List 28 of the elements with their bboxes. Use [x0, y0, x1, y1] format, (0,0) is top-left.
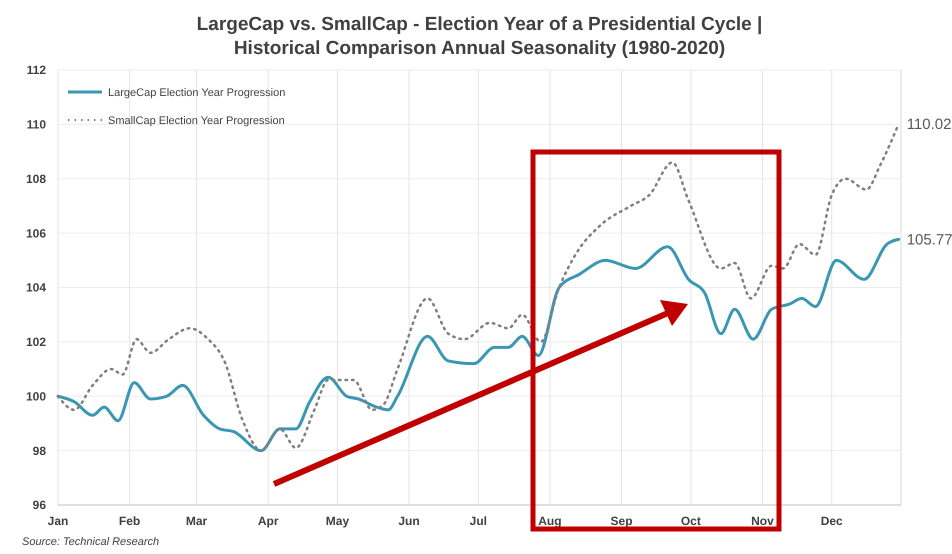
x-tick-label: Oct [680, 514, 701, 528]
legend-label: LargeCap Election Year Progression [108, 86, 286, 99]
legend-label: SmallCap Election Year Progression [108, 114, 285, 127]
source-note: Source: Technical Research [22, 536, 160, 548]
annotation: 105.77 [906, 232, 952, 249]
x-tick-label: Nov [751, 514, 774, 528]
x-tick-label: Jul [470, 514, 488, 528]
x-tick-label: Jan [48, 514, 68, 528]
x-tick-label: Feb [118, 514, 140, 528]
x-tick-label: Apr [258, 514, 279, 528]
x-tick-label: Jun [398, 514, 420, 528]
y-tick-label: 102 [26, 335, 46, 350]
chart-title: LargeCap vs. SmallCap - Election Year of a Presidential Cycle | Historical Comparison Annual Seasonality (1980-2020) [196, 14, 762, 59]
x-tick-label: May [326, 514, 350, 528]
y-tick-label: 110 [26, 118, 46, 132]
y-tick-label: 104 [26, 280, 46, 295]
y-tick-label: 100 [26, 389, 46, 404]
x-tick-label: Sep [610, 514, 633, 528]
x-tick-label: Dec [820, 514, 844, 528]
x-tick-label: Aug [538, 514, 562, 528]
y-tick-label: 106 [26, 226, 46, 240]
x-tick-label: Mar [186, 514, 208, 528]
y-tick-label: 108 [26, 172, 46, 186]
annotation: 110.02 [906, 116, 952, 134]
y-tick-label: 112 [26, 63, 46, 78]
line-series [56, 238, 900, 452]
y-tick-label: 98 [32, 444, 46, 458]
y-tick-label: 96 [32, 498, 46, 512]
